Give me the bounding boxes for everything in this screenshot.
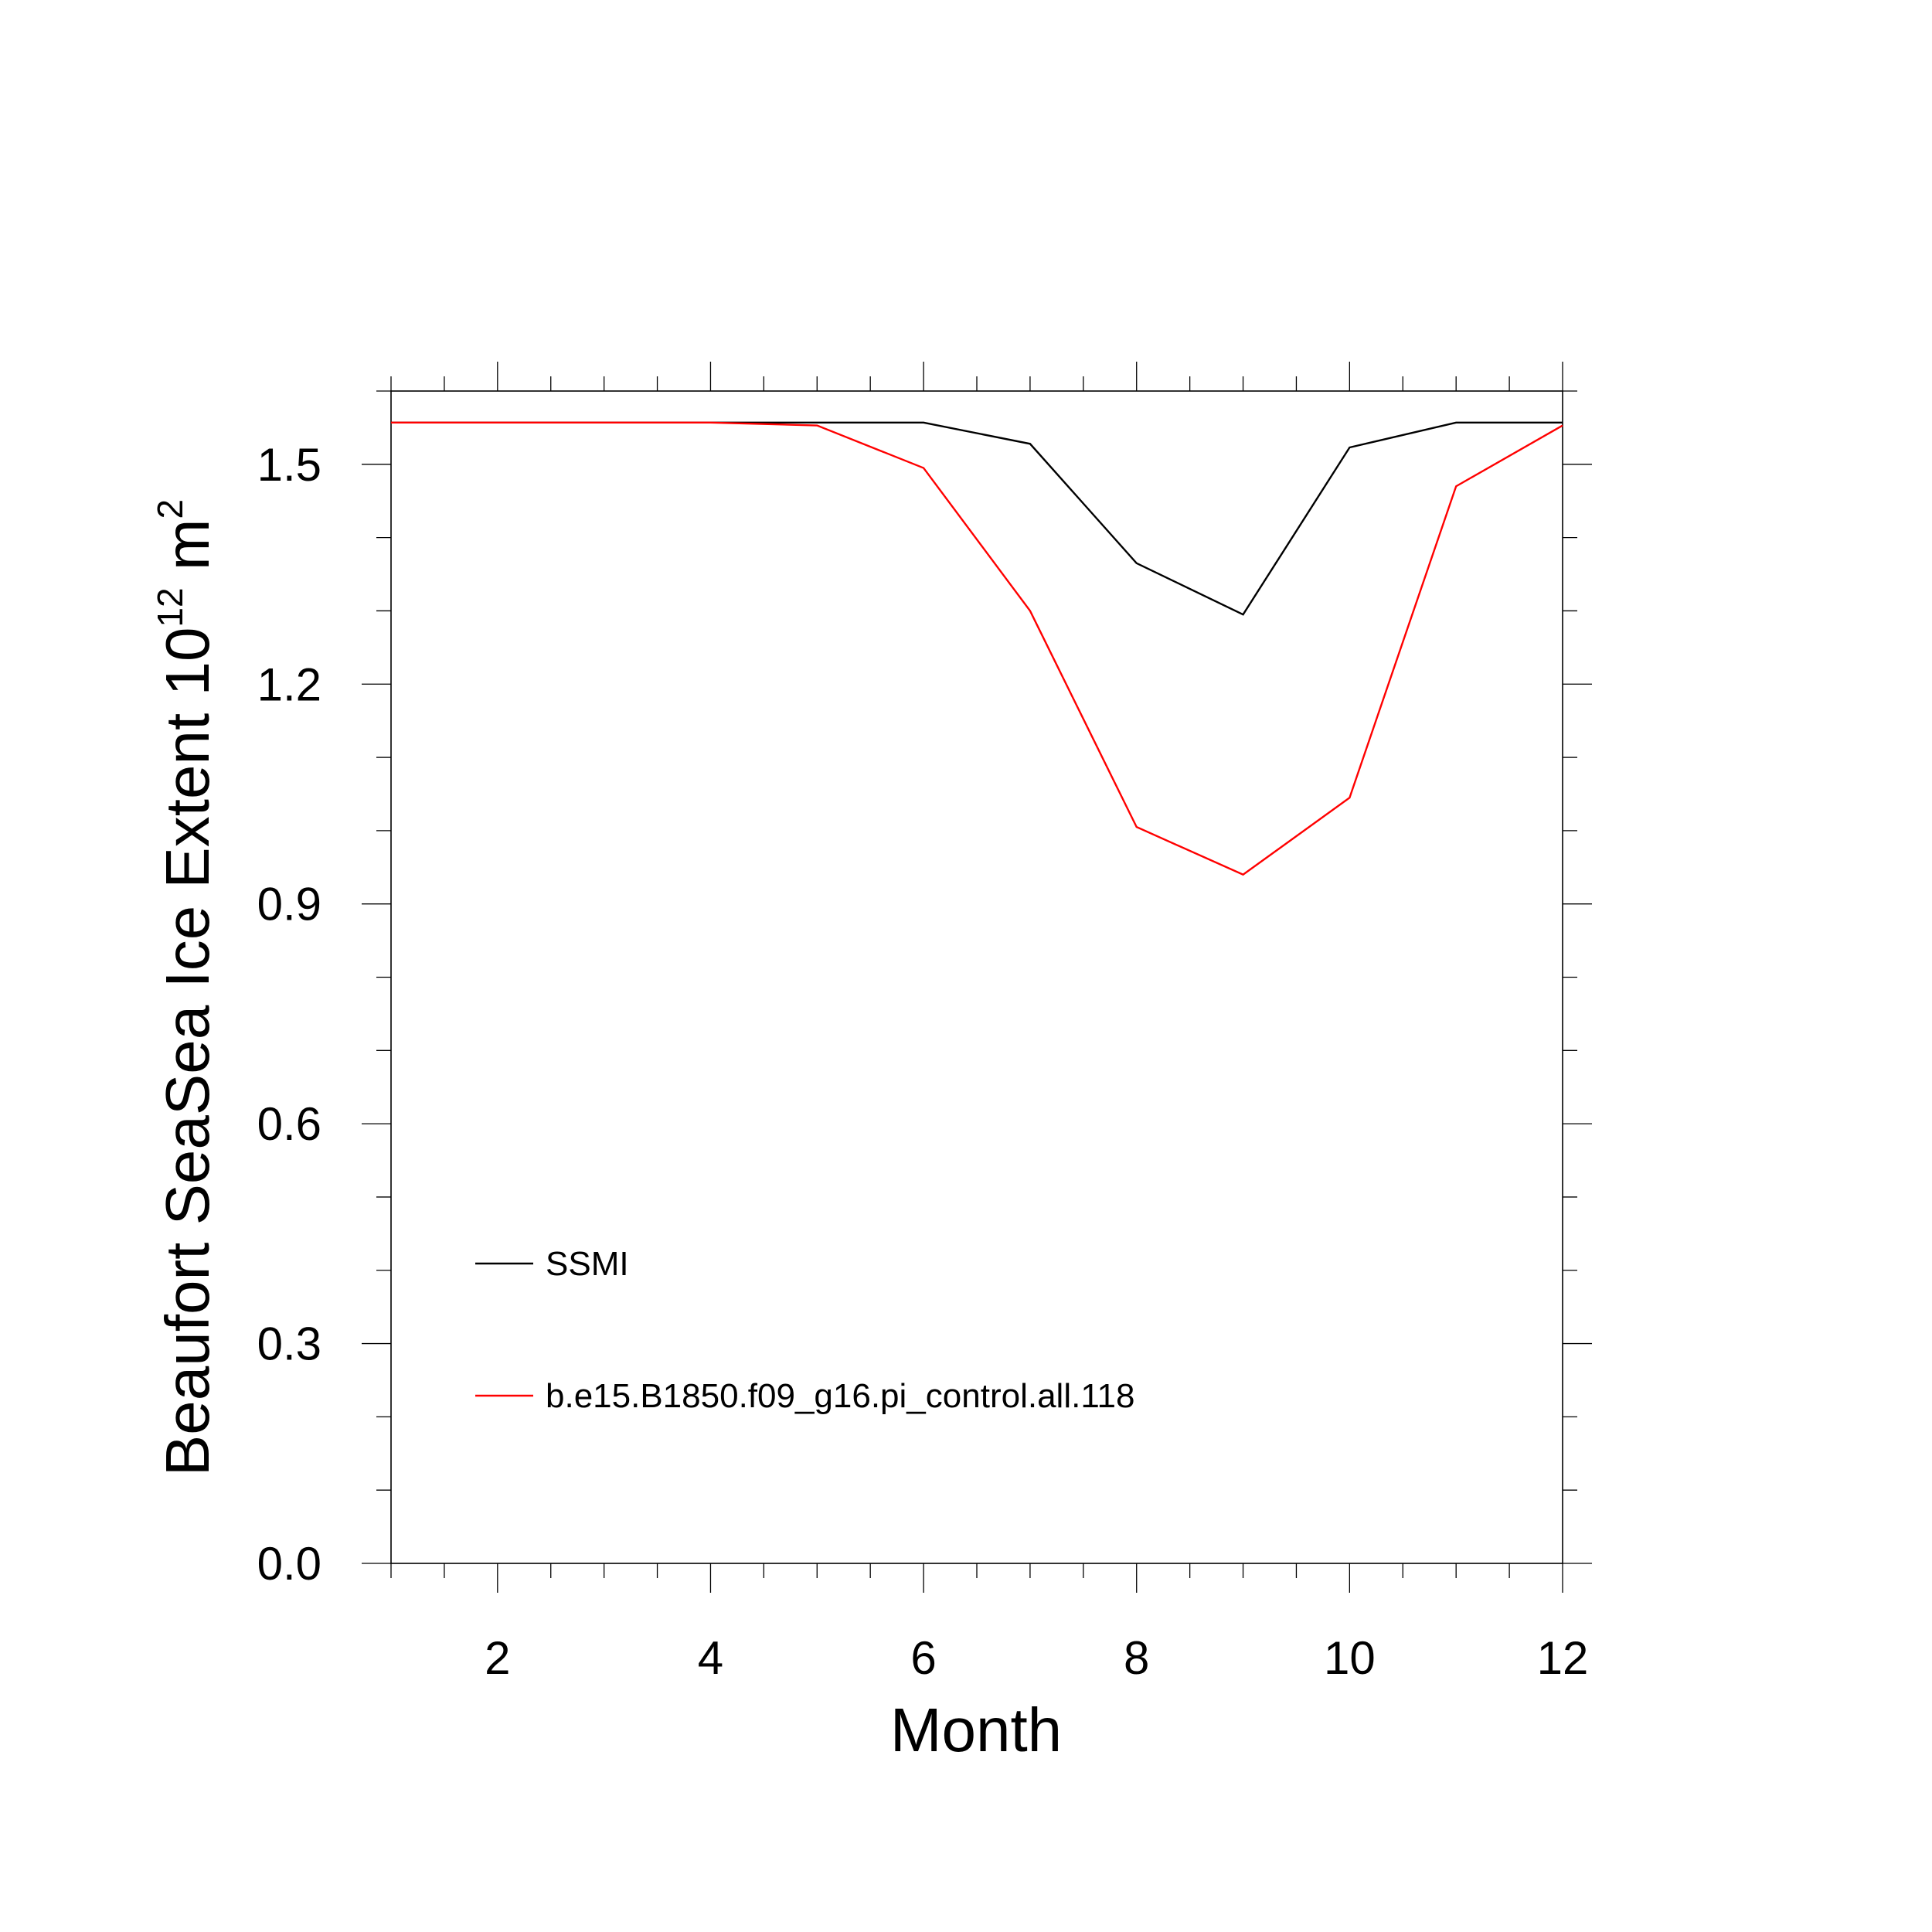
- y-axis-tick-labels: 0.0 0.3 0.6 0.9 1.2 1.5: [257, 439, 321, 1590]
- x-axis-title: Month: [890, 1696, 1062, 1764]
- y-axis-title: Beaufort SeaSea Ice Extent 1012 m2: [150, 499, 222, 1476]
- series-lines: [391, 421, 1563, 876]
- y-tick-label: 0.0: [257, 1538, 321, 1590]
- y-axis-title-exponent: 12: [150, 587, 190, 627]
- x-tick-label: 12: [1537, 1632, 1589, 1684]
- y-tick-label: 1.2: [257, 658, 321, 710]
- legend-label-model: b.e15.B1850.f09_g16.pi_control.all.118: [546, 1377, 1134, 1415]
- y-tick-label: 0.9: [257, 879, 321, 930]
- y-tick-label: 1.5: [257, 439, 321, 491]
- series-line-model: [391, 421, 1563, 876]
- y-tick-label: 0.3: [257, 1318, 321, 1370]
- y-axis-ticks: [362, 390, 1592, 1564]
- x-axis-tick-labels: 2 4 6 8 10 12: [485, 1632, 1588, 1684]
- x-tick-label: 6: [910, 1632, 936, 1684]
- x-tick-label: 8: [1124, 1632, 1149, 1684]
- x-tick-label: 10: [1324, 1632, 1376, 1684]
- legend: SSMI b.e15.B1850.f09_g16.pi_control.all.…: [475, 1245, 1134, 1415]
- y-axis-title-unit-exponent: 2: [150, 499, 190, 519]
- y-tick-label: 0.6: [257, 1098, 321, 1150]
- plot-area: [362, 362, 1592, 1593]
- x-tick-label: 2: [485, 1632, 510, 1684]
- y-axis-title-unit: m: [153, 519, 222, 588]
- series-line-ssmi: [391, 421, 1563, 616]
- y-axis-title-text: Beaufort SeaSea Ice Extent 10: [153, 628, 222, 1477]
- x-axis-ticks: [390, 362, 1563, 1593]
- legend-label-ssmi: SSMI: [546, 1245, 629, 1283]
- x-tick-label: 4: [698, 1632, 723, 1684]
